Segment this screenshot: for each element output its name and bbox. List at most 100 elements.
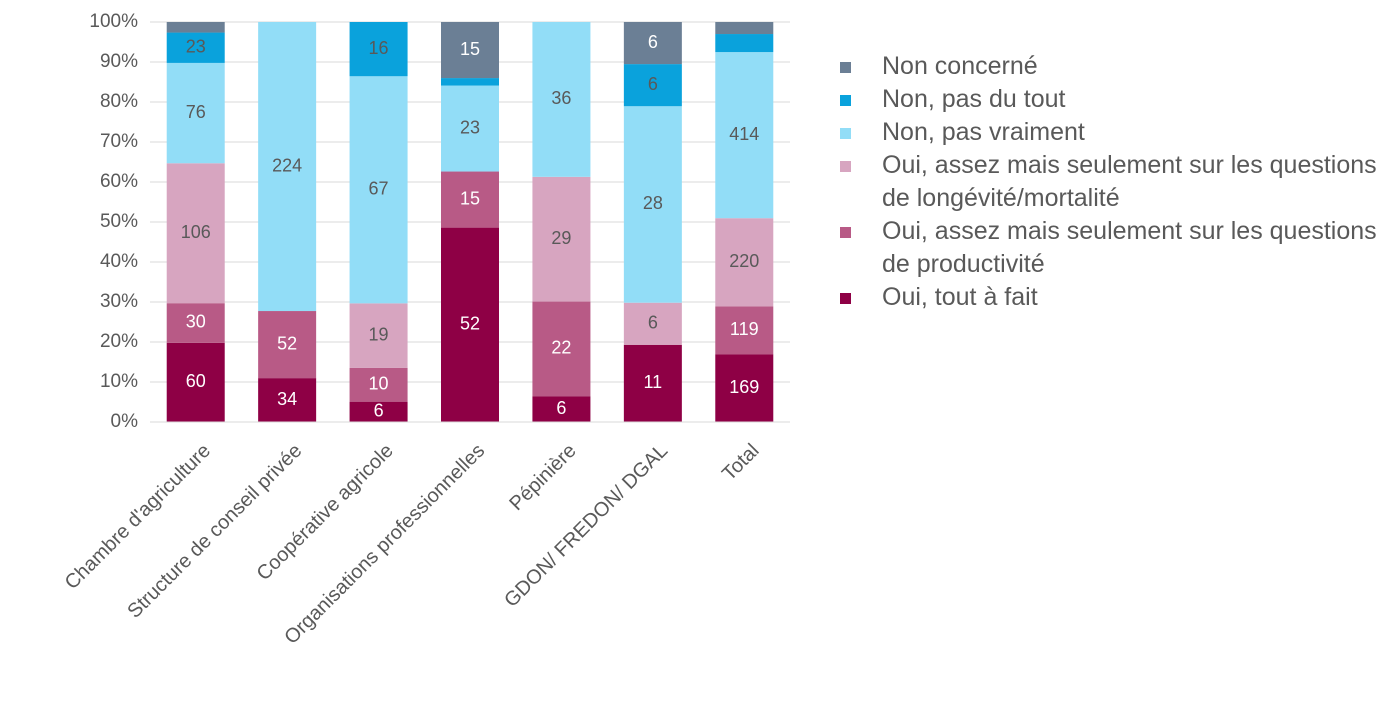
- y-tick-label: 90%: [100, 51, 138, 72]
- data-label: 6: [556, 398, 566, 418]
- data-label: 169: [729, 377, 759, 397]
- data-label: 60: [186, 371, 206, 391]
- y-tick-label: 50%: [100, 211, 138, 232]
- data-label: 10: [369, 373, 389, 393]
- legend-label: Non concerné: [882, 52, 1038, 80]
- bar-segment: [715, 218, 774, 307]
- legend-swatch: [840, 128, 851, 139]
- legend-item: Oui, assez mais seulement sur les questi…: [840, 149, 1382, 215]
- bar-segment: [258, 311, 317, 379]
- bar-segment: [715, 52, 774, 219]
- bar-segment: [441, 78, 499, 86]
- x-tick-label: Chambre d'agriculture: [61, 440, 215, 594]
- x-tick-label: Organisations professionnelles: [280, 440, 489, 649]
- bar-segment: [532, 176, 591, 302]
- legend-label: Oui, tout à fait: [882, 283, 1038, 311]
- bar-segment: [258, 378, 317, 422]
- data-label: 16: [369, 38, 389, 58]
- legend-swatch: [840, 161, 851, 172]
- y-tick-label: 70%: [100, 131, 138, 152]
- bar-segment: [349, 367, 408, 402]
- data-label: 224: [272, 155, 302, 175]
- legend: Non concerné Non, pas du tout Non, pas vra…: [840, 50, 1388, 314]
- legend-item: Oui, tout à fait: [840, 281, 1382, 314]
- legend-swatch: [840, 293, 851, 304]
- data-label: 6: [648, 74, 658, 94]
- bar-segment: [441, 22, 499, 79]
- data-label: 29: [551, 228, 571, 248]
- y-tick-label: 0%: [111, 411, 139, 432]
- bar-segment: [715, 354, 774, 422]
- legend-label: Oui, assez mais seulement sur les questi…: [882, 151, 1377, 212]
- bar-segment: [623, 64, 682, 107]
- data-label: 15: [460, 188, 480, 208]
- bar-segment: [532, 396, 591, 422]
- bar-segment: [349, 401, 408, 422]
- bar-segment: [349, 76, 408, 304]
- legend-label: Non, pas du tout: [882, 85, 1066, 113]
- bar-segment: [532, 22, 591, 177]
- y-tick-label: 80%: [100, 91, 138, 112]
- data-label: 34: [277, 389, 297, 409]
- bar-segment: [715, 22, 774, 35]
- data-label: 6: [648, 32, 658, 52]
- y-tick-label: 100%: [89, 11, 138, 32]
- data-label: 220: [729, 251, 759, 271]
- bar-segment: [715, 34, 774, 53]
- data-label: 67: [369, 179, 389, 199]
- x-tick-label: GDON/ FREDON/ DGAL: [500, 440, 672, 612]
- chart: 0%10%20%30%40%50%60%70%80%90%100%6030106…: [61, 11, 790, 649]
- bar-segment: [441, 171, 499, 228]
- bar-segment: [623, 22, 682, 65]
- bar-segment: [166, 32, 225, 63]
- data-label: 76: [186, 102, 206, 122]
- data-label: 23: [460, 117, 480, 137]
- data-label: 11: [644, 372, 663, 392]
- bar-segment: [166, 163, 225, 304]
- data-label: 52: [460, 314, 480, 334]
- data-label: 15: [460, 39, 480, 59]
- y-tick-label: 60%: [100, 171, 138, 192]
- bar-segment: [715, 306, 774, 355]
- data-label: 106: [181, 222, 211, 242]
- legend-label: Non, pas vraiment: [882, 118, 1085, 146]
- legend-label: Oui, assez mais seulement sur les questi…: [882, 217, 1377, 278]
- legend-swatch: [840, 227, 851, 238]
- bar-segment: [166, 303, 225, 343]
- data-label: 52: [277, 333, 297, 353]
- data-label: 6: [648, 313, 658, 333]
- x-tick-label: Structure de conseil privée: [123, 440, 306, 623]
- data-label: 30: [186, 312, 206, 332]
- y-tick-label: 20%: [100, 331, 138, 352]
- bar-segment: [166, 62, 225, 164]
- bar-segment: [258, 22, 317, 312]
- data-label: 414: [729, 124, 759, 144]
- data-label: 19: [369, 324, 389, 344]
- bar-segment: [532, 301, 591, 397]
- bar-segment: [166, 342, 225, 422]
- bar-segment: [441, 85, 499, 172]
- y-tick-label: 30%: [100, 291, 138, 312]
- data-label: 22: [551, 338, 571, 358]
- y-tick-label: 10%: [100, 371, 138, 392]
- data-label: 23: [186, 36, 206, 56]
- bar-segment: [623, 344, 682, 422]
- bar-segment: [441, 227, 499, 422]
- x-tick-label: Pépinière: [505, 440, 580, 515]
- bar-segment: [623, 302, 682, 345]
- data-label: 36: [551, 88, 571, 108]
- bar-segment: [349, 22, 408, 77]
- bar-segment: [349, 303, 408, 368]
- legend-item: Non, pas vraiment: [840, 116, 1382, 149]
- bar-segment: [623, 106, 682, 303]
- legend-item: Oui, assez mais seulement sur les questi…: [840, 215, 1382, 281]
- bar-segment: [166, 22, 225, 33]
- data-label: 6: [374, 401, 384, 421]
- x-tick-label: Total: [718, 440, 763, 485]
- y-tick-label: 40%: [100, 251, 138, 272]
- legend-item: Non concerné: [840, 50, 1382, 83]
- data-label: 119: [730, 319, 759, 339]
- legend-swatch: [840, 95, 851, 106]
- legend-swatch: [840, 62, 851, 73]
